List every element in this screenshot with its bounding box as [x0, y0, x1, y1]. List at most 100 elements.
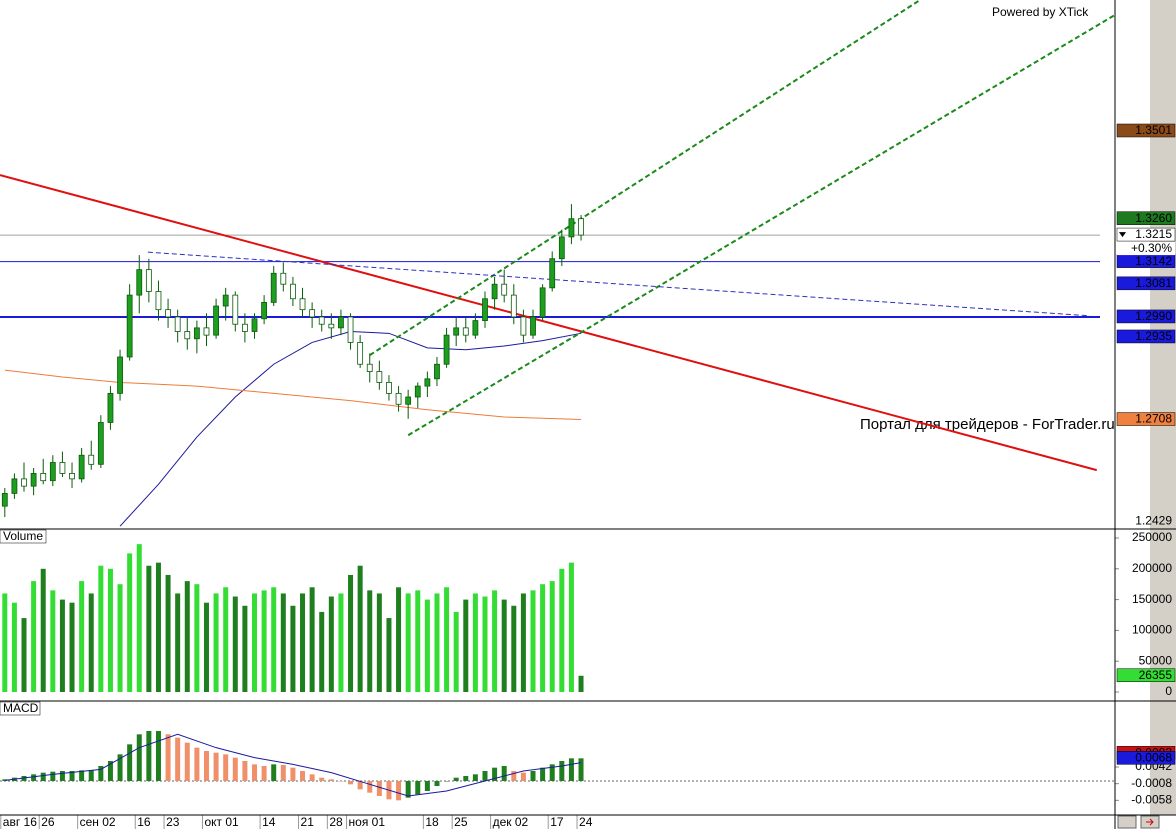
candle-body	[309, 309, 316, 318]
volume-bar	[472, 593, 478, 692]
volume-bar	[338, 593, 344, 692]
value-label: 1.2990	[1135, 309, 1172, 323]
volume-bar	[88, 593, 94, 692]
candle-body	[261, 301, 268, 320]
arrow-icon	[1146, 818, 1154, 826]
macd-bar	[501, 766, 507, 781]
price-marker	[1119, 232, 1126, 238]
candle-body	[357, 342, 364, 365]
change-label: +0.30%	[1131, 241, 1172, 255]
candle-body	[232, 294, 239, 325]
macd-bar	[155, 731, 161, 781]
volume-bar	[434, 593, 440, 692]
value-label: 1.2708	[1135, 412, 1172, 426]
macd-bar	[511, 771, 517, 781]
candle-body	[193, 327, 200, 340]
volume-bar	[540, 584, 546, 692]
volume-bar	[98, 565, 104, 692]
candle-body	[338, 316, 344, 329]
candle-body	[539, 287, 546, 318]
volume-bar	[79, 581, 85, 692]
candle-body	[59, 462, 66, 474]
volume-bar	[184, 581, 190, 692]
candle-body	[69, 473, 75, 480]
candle-body	[21, 478, 27, 487]
date-label: 18	[425, 815, 439, 829]
candle-body	[491, 283, 498, 300]
y-tick-label: 0	[1165, 684, 1172, 698]
volume-bar	[127, 553, 133, 692]
macd-bar	[396, 781, 402, 801]
volume-bar	[386, 618, 392, 692]
value-box	[1116, 329, 1176, 344]
candle-body	[174, 316, 181, 332]
macd-bar	[492, 767, 498, 781]
volume-bar	[155, 562, 161, 692]
volume-bar	[559, 568, 565, 692]
volume-bar	[357, 565, 363, 692]
volume-bar	[520, 593, 526, 692]
candle-body	[117, 356, 123, 394]
volume-bar	[203, 602, 209, 692]
macd-bar	[69, 771, 75, 781]
macd-bar	[79, 770, 85, 781]
macd-bar	[59, 771, 65, 781]
date-label: 17	[550, 815, 564, 829]
volume-bar	[223, 587, 229, 692]
candle-body	[270, 272, 277, 303]
y-tick-label: 250000	[1132, 530, 1172, 544]
macd-bar	[203, 751, 209, 781]
macd-bar	[127, 744, 133, 781]
volume-bar	[242, 605, 248, 692]
candle-body	[510, 294, 517, 318]
macd-bar	[309, 774, 315, 781]
panel-title: Volume	[3, 529, 43, 543]
macd-bar	[107, 761, 113, 781]
macd-bar	[357, 781, 363, 790]
candle-body	[568, 218, 575, 238]
y-tick-label: 150000	[1132, 592, 1172, 606]
volume-bar	[271, 587, 277, 692]
volume-bar	[415, 590, 421, 692]
volume-bar	[396, 587, 402, 692]
value-label: 1.3215	[1135, 227, 1172, 241]
volume-bar	[213, 593, 219, 692]
volume-bar	[376, 593, 382, 692]
candle-body	[347, 316, 354, 343]
volume-bar	[530, 590, 536, 692]
volume-bar	[59, 599, 65, 692]
volume-bar	[453, 611, 459, 692]
candle-body	[11, 478, 18, 494]
volume-bar	[290, 605, 296, 692]
macd-bar	[530, 771, 536, 781]
candle-body	[30, 473, 37, 487]
volume-bar	[280, 593, 286, 692]
volume-bar	[482, 596, 488, 692]
candle-body	[184, 331, 191, 340]
volume-bar	[194, 584, 200, 692]
candle-body	[136, 269, 143, 296]
macd-bar	[261, 766, 267, 781]
candle-body	[462, 327, 469, 336]
macd-bar	[300, 771, 306, 781]
date-label: 21	[301, 815, 315, 829]
date-label: 23	[166, 815, 180, 829]
candle-body	[434, 363, 440, 380]
value-box	[1116, 123, 1176, 138]
volume-bar	[232, 596, 238, 692]
volume-bar	[549, 581, 555, 692]
volume-bar	[568, 562, 574, 692]
toolbar-icon[interactable]	[1117, 815, 1137, 829]
macd-bar	[165, 734, 171, 781]
date-label: ноя 01	[349, 815, 386, 829]
label-layer: авг 16 26 сен 02 16 23 окт 01 14 21 28 ноя 01 18 25…	[0, 5, 1176, 829]
macd-bar	[578, 758, 584, 781]
volume-bar	[348, 574, 354, 692]
volume-bar	[261, 590, 267, 692]
macd-bar	[520, 772, 526, 781]
volume-bar	[463, 599, 469, 692]
macd-bar	[31, 774, 37, 781]
date-label: 28	[329, 815, 343, 829]
